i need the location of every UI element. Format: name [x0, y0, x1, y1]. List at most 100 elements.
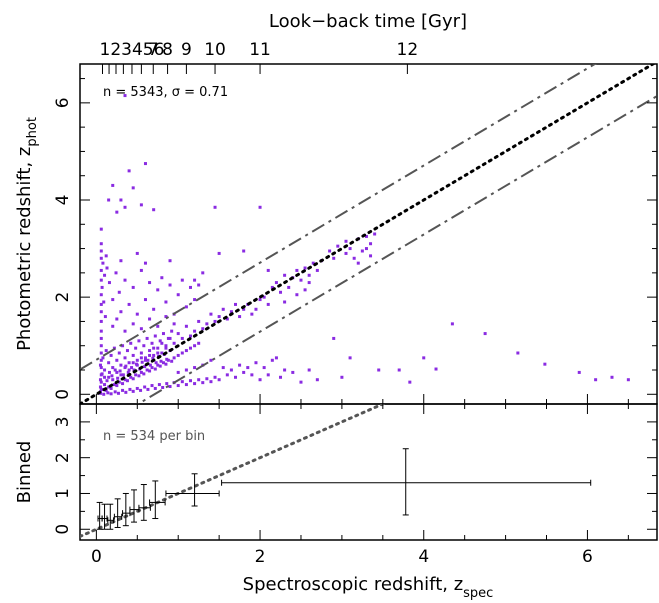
scatter-point — [111, 324, 115, 328]
binned-reference-line — [80, 404, 387, 538]
scatter-point — [283, 273, 287, 277]
scatter-point — [99, 366, 103, 370]
scatter-point — [577, 370, 581, 374]
x-tick-label: 0 — [91, 547, 102, 567]
scatter-point — [103, 273, 107, 277]
scatter-point — [119, 259, 123, 263]
y-tick-label: 6 — [53, 97, 73, 108]
scatter-point — [166, 358, 170, 362]
top-tick-label: 12 — [397, 40, 419, 60]
scatter-point — [148, 369, 152, 373]
scatter-point — [283, 368, 287, 372]
scatter-point — [262, 295, 266, 299]
scatter-point — [193, 329, 197, 333]
scatter-point — [164, 362, 168, 366]
scatter-point — [127, 368, 131, 372]
scatter-point — [332, 336, 336, 340]
scatter-point — [106, 391, 110, 395]
scatter-point — [131, 389, 135, 393]
scatter-point — [279, 290, 283, 294]
scatter-point — [145, 336, 149, 340]
scatter-point — [180, 351, 184, 355]
scatter-point — [397, 368, 401, 372]
scatter-point — [107, 375, 111, 379]
scatter-point — [197, 319, 201, 323]
scatter-point — [180, 380, 184, 384]
scatter-point — [99, 302, 103, 306]
scatter-point — [352, 256, 356, 260]
error-bar — [107, 503, 115, 530]
top-tick-label: 10 — [204, 40, 226, 60]
scatter-point — [121, 344, 125, 348]
scatter-point — [124, 390, 128, 394]
scatter-point — [127, 361, 131, 365]
scatter-point — [279, 375, 283, 379]
scatter-point — [295, 293, 299, 297]
scatter-point — [111, 378, 115, 382]
scatter-point — [102, 392, 106, 396]
scatter-point — [184, 383, 188, 387]
scatter-point — [377, 368, 381, 372]
scatter-point — [213, 319, 217, 323]
error-bar — [165, 473, 220, 507]
scatter-point — [283, 300, 287, 304]
scatter-point — [188, 285, 192, 289]
scatter-point — [364, 247, 368, 251]
scatter-point — [134, 346, 138, 350]
scatter-point — [234, 302, 238, 306]
scatter-point — [156, 288, 160, 292]
scatter-point — [107, 385, 111, 389]
axis-ticks — [80, 78, 657, 540]
scatter-point — [99, 329, 103, 333]
scatter-point — [128, 387, 132, 391]
scatter-point — [139, 203, 143, 207]
scatter-point — [193, 382, 197, 386]
x-axis-label-sub: spec — [463, 586, 493, 601]
scatter-point — [103, 383, 107, 387]
scatter-point — [127, 302, 131, 306]
scatter-point — [258, 205, 262, 209]
scatter-point — [99, 380, 103, 384]
scatter-point — [176, 370, 180, 374]
scatter-point — [129, 375, 133, 379]
scatter-point — [110, 374, 114, 378]
scatter-point — [242, 307, 246, 311]
scatter-point — [139, 388, 143, 392]
scatter-point — [119, 373, 123, 377]
scatter-point — [148, 349, 152, 353]
scatter-point — [483, 332, 487, 336]
scatter-point — [164, 344, 168, 348]
scatter-point — [107, 281, 111, 285]
scatter-point — [115, 317, 119, 321]
scatter-point — [148, 363, 152, 367]
scatter-point — [123, 329, 127, 333]
scatter-point — [274, 281, 278, 285]
scatter-point — [213, 205, 217, 209]
scatter-point — [250, 312, 254, 316]
scatter-point — [193, 366, 197, 370]
scatter-point — [102, 300, 106, 304]
scatter-point — [145, 368, 149, 372]
scatter-point — [336, 244, 340, 248]
error-bar — [113, 498, 123, 528]
scatter-point — [373, 232, 377, 236]
scatter-point — [99, 310, 103, 314]
scatter-point — [107, 198, 111, 202]
scatter-point — [193, 278, 197, 282]
scatter-point — [164, 300, 168, 304]
scatter-point — [165, 357, 169, 361]
scatter-point — [234, 375, 238, 379]
scatter-points — [98, 94, 630, 396]
scatter-point — [148, 353, 152, 357]
binned-one-to-one-line — [80, 404, 387, 538]
scatter-point — [103, 315, 107, 319]
scatter-point — [98, 385, 102, 389]
binned-y-tick-label: 2 — [53, 452, 73, 463]
scatter-point — [109, 353, 113, 357]
scatter-point — [205, 377, 209, 381]
scatter-point — [109, 392, 113, 396]
scatter-point — [117, 380, 121, 384]
scatter-point — [176, 353, 180, 357]
scatter-point — [158, 364, 162, 368]
y-tick-label: 4 — [53, 195, 73, 206]
